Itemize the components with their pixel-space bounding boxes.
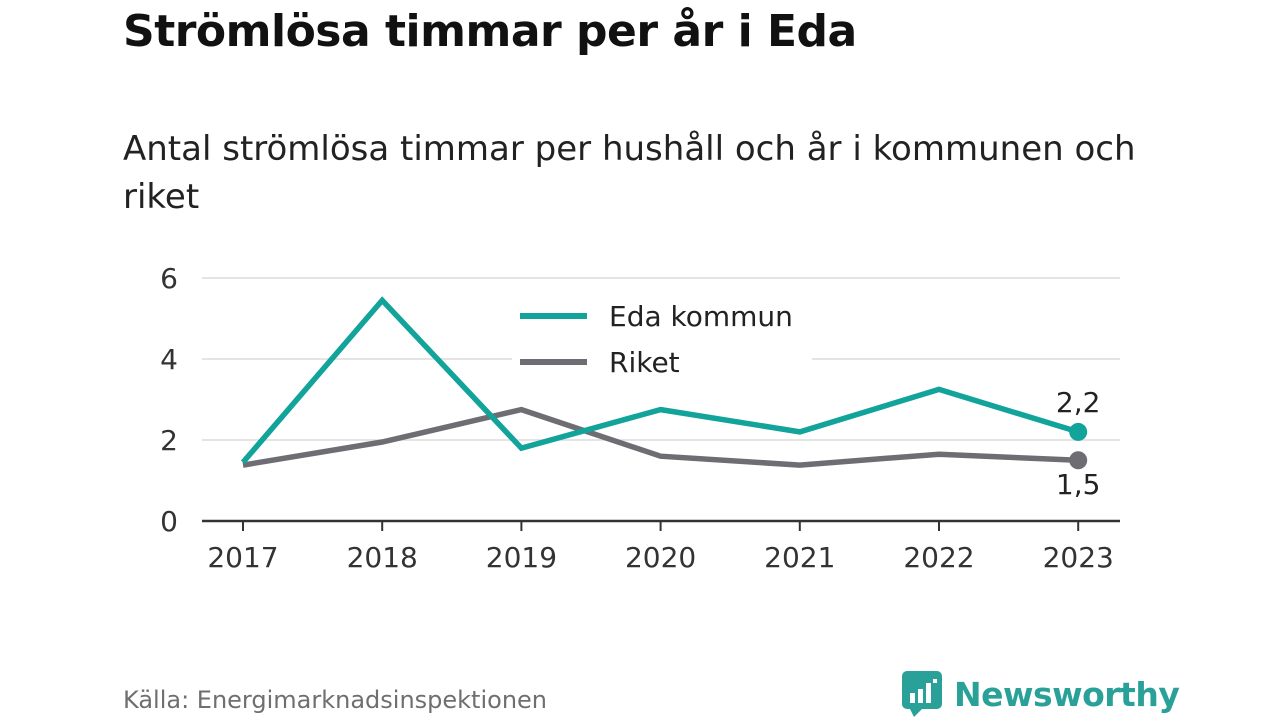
end-label-riket: 1,5 [1056,468,1101,501]
series-lines [240,296,1088,470]
series-line [240,296,1080,465]
y-tick-label: 2 [160,424,178,457]
series-end-marker [1069,422,1088,441]
end-value-labels: 2,2 1,5 [1056,386,1101,501]
brand-logo: Newsworthy [902,670,1180,718]
x-tick-label: 2020 [625,541,696,574]
series-end-marker [1069,451,1088,470]
x-tick-label: 2023 [1043,541,1114,574]
end-label-eda: 2,2 [1056,386,1101,419]
x-tick-label: 2021 [764,541,835,574]
newsworthy-logo-icon [902,671,942,717]
legend-label: Riket [609,346,680,379]
chart-subtitle: Antal strömlösa timmar per hushåll och å… [123,129,1136,217]
y-tick-label: 4 [160,343,178,376]
source-note: Källa: Energimarknadsinspektionen [123,686,548,714]
y-tick-label: 0 [160,505,178,538]
x-tick-label: 2019 [486,541,557,574]
chart-title: Strömlösa timmar per år i Eda [123,6,857,57]
y-tick-label: 6 [160,262,178,295]
x-tick-label: 2022 [903,541,974,574]
brand-name: Newsworthy [954,674,1180,714]
x-tick-label: 2017 [207,541,278,574]
x-axis: 2017 2018 2019 2020 2021 2022 2023 [202,519,1120,574]
legend: Eda kommun Riket [512,296,812,382]
legend-label: Eda kommun [609,300,793,333]
x-tick-label: 2018 [347,541,418,574]
series-line [242,406,1079,468]
